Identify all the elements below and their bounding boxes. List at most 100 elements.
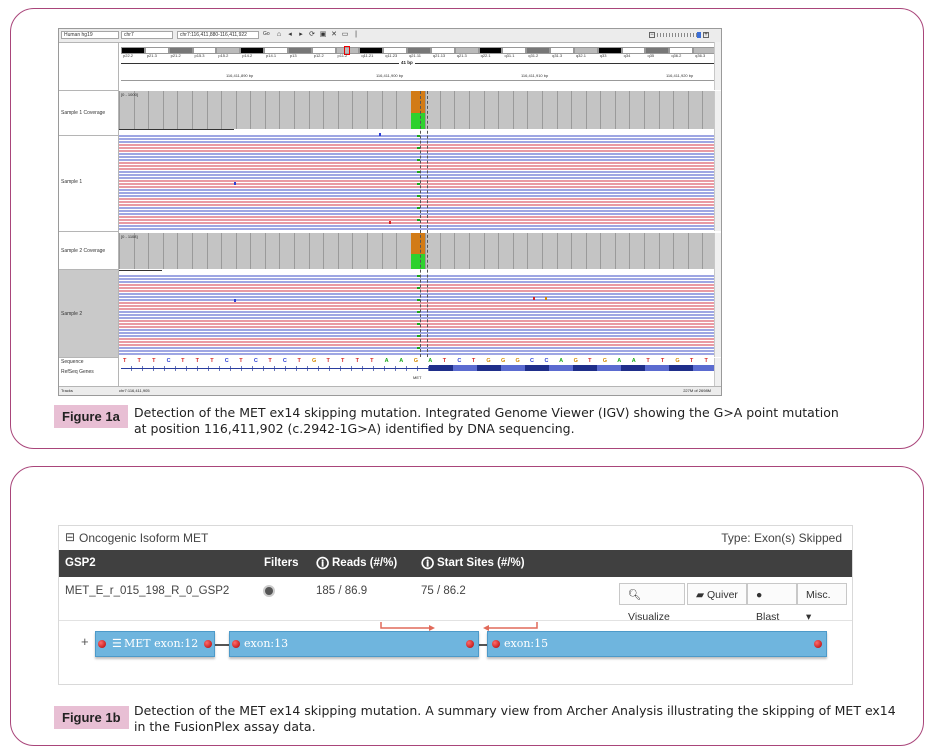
home-icon[interactable]: ⌂ [276, 31, 282, 38]
chromosome-band [526, 47, 551, 54]
scrollbar[interactable] [714, 42, 721, 90]
coverage-column [352, 233, 354, 269]
exon-12-block[interactable]: ☰ MET exon:12 [95, 631, 215, 657]
band-label: p12.2 [313, 53, 324, 58]
coverage-scale-2: [0 - 1108] [121, 234, 138, 239]
mismatch-base [533, 297, 535, 300]
coverage-column [191, 91, 193, 129]
ruler-icon[interactable]: | [355, 31, 357, 38]
aligned-read [119, 225, 717, 227]
info-icon[interactable]: 🛈 [421, 556, 435, 571]
mismatch-base [417, 335, 420, 337]
chromosome-band [454, 47, 479, 54]
base-letter: A [631, 358, 636, 364]
chromosome-band [573, 47, 598, 54]
base-letter: T [689, 358, 694, 364]
chromosome-band [621, 47, 646, 54]
sample1-reads-track[interactable] [119, 133, 717, 231]
center-line-left [420, 91, 422, 357]
genome-select[interactable]: Human hg19 [61, 31, 119, 39]
type-label: Type: Exon(s) Skipped [721, 531, 842, 545]
base-letter: G [515, 358, 520, 364]
region-icon[interactable]: ▣ [319, 31, 327, 38]
exon-13-block[interactable]: exon:13 [229, 631, 479, 657]
mismatch-base [417, 183, 420, 185]
band-label: q35 [647, 53, 655, 58]
locus-marker [344, 46, 350, 55]
base-letter: C [544, 358, 549, 364]
aligned-read [119, 144, 717, 146]
info-icon[interactable]: 🛈 [316, 556, 330, 571]
base-letter: T [660, 358, 665, 364]
aligned-read [119, 153, 717, 155]
base-letter: T [355, 358, 359, 364]
misc-dropdown[interactable]: Misc. ▾ [797, 583, 847, 623]
mismatch-base [417, 323, 420, 325]
forward-icon[interactable]: ▸ [299, 31, 303, 38]
zoom-slider[interactable]: − + [649, 32, 709, 38]
visualize-button[interactable]: 🔍︎ Visualize [619, 583, 685, 623]
sample2-reads-track[interactable] [119, 273, 717, 356]
base-letter: A [617, 358, 622, 364]
header-name-panel [59, 42, 119, 90]
expand-button[interactable]: + [81, 634, 89, 649]
chromosome-band [168, 47, 193, 54]
chromosome-band [383, 47, 408, 54]
base-letter: G [486, 358, 491, 364]
aligned-read [119, 284, 717, 286]
coverage-column [585, 91, 587, 129]
aligned-read [119, 204, 717, 206]
popup-icon[interactable]: ▭ [341, 31, 349, 38]
chromosome-ideogram[interactable] [121, 46, 717, 55]
chromosome-band [216, 47, 241, 54]
table-row: MET_E_r_015_198_R_0_GSP2 185 / 86.9 75 /… [59, 577, 852, 623]
coverage-column [673, 233, 675, 269]
band-label: p15.3 [194, 53, 205, 58]
scrollbar[interactable] [714, 358, 721, 388]
close-icon[interactable]: ✕ [331, 31, 337, 38]
quiver-button[interactable]: ▰ Quiver [687, 583, 747, 605]
coverage-column [162, 91, 164, 129]
aligned-read [119, 141, 717, 143]
track-name-cov2 [59, 231, 119, 269]
go-button[interactable]: Go [263, 31, 270, 37]
track-label-cov2: Sample 2 Coverage [61, 248, 106, 254]
filter-icon[interactable] [265, 587, 273, 595]
coverage-column [352, 91, 354, 129]
coverage-column [133, 91, 135, 129]
chromosome-select[interactable]: chr7 [121, 31, 173, 39]
scrollbar[interactable] [714, 233, 721, 357]
refresh-icon[interactable]: ⟳ [309, 31, 315, 38]
exon-15-label: exon:15 [504, 637, 549, 650]
coverage-column [279, 233, 281, 269]
coverage-column [439, 233, 441, 269]
collapse-icon[interactable]: ⊟ [65, 530, 76, 544]
locus-input[interactable]: chr7:116,411,880-116,411,922 [177, 31, 259, 39]
sample2-coverage-track[interactable] [119, 233, 717, 269]
coverage-column [235, 233, 237, 269]
coverage-column [498, 91, 500, 129]
band-label: q31.3 [552, 53, 563, 58]
coverage-column [206, 233, 208, 269]
mismatch-base [417, 207, 420, 209]
base-letter: T [297, 358, 301, 364]
misc-label: Misc. [806, 589, 831, 601]
mismatch-base [417, 159, 420, 161]
blast-button[interactable]: ● Blast [747, 583, 797, 623]
chromosome-band [669, 47, 694, 54]
coverage-column [396, 233, 398, 269]
base-letter: G [675, 358, 680, 364]
base-letter: A [399, 358, 404, 364]
aligned-read [119, 189, 717, 191]
sample1-coverage-track[interactable] [119, 91, 717, 129]
aligned-read [119, 281, 717, 283]
coverage-column [541, 91, 543, 129]
base-letter: A [428, 358, 433, 364]
aligned-read [119, 332, 717, 334]
exon-15-block[interactable]: exon:15 [487, 631, 827, 657]
scrollbar[interactable] [714, 91, 721, 231]
ruler-tick: 116,411,920 bp [666, 73, 694, 78]
coverage-column [396, 91, 398, 129]
figure-1a-caption: Detection of the MET ex14 skipping mutat… [134, 405, 839, 436]
back-icon[interactable]: ◂ [288, 31, 292, 38]
